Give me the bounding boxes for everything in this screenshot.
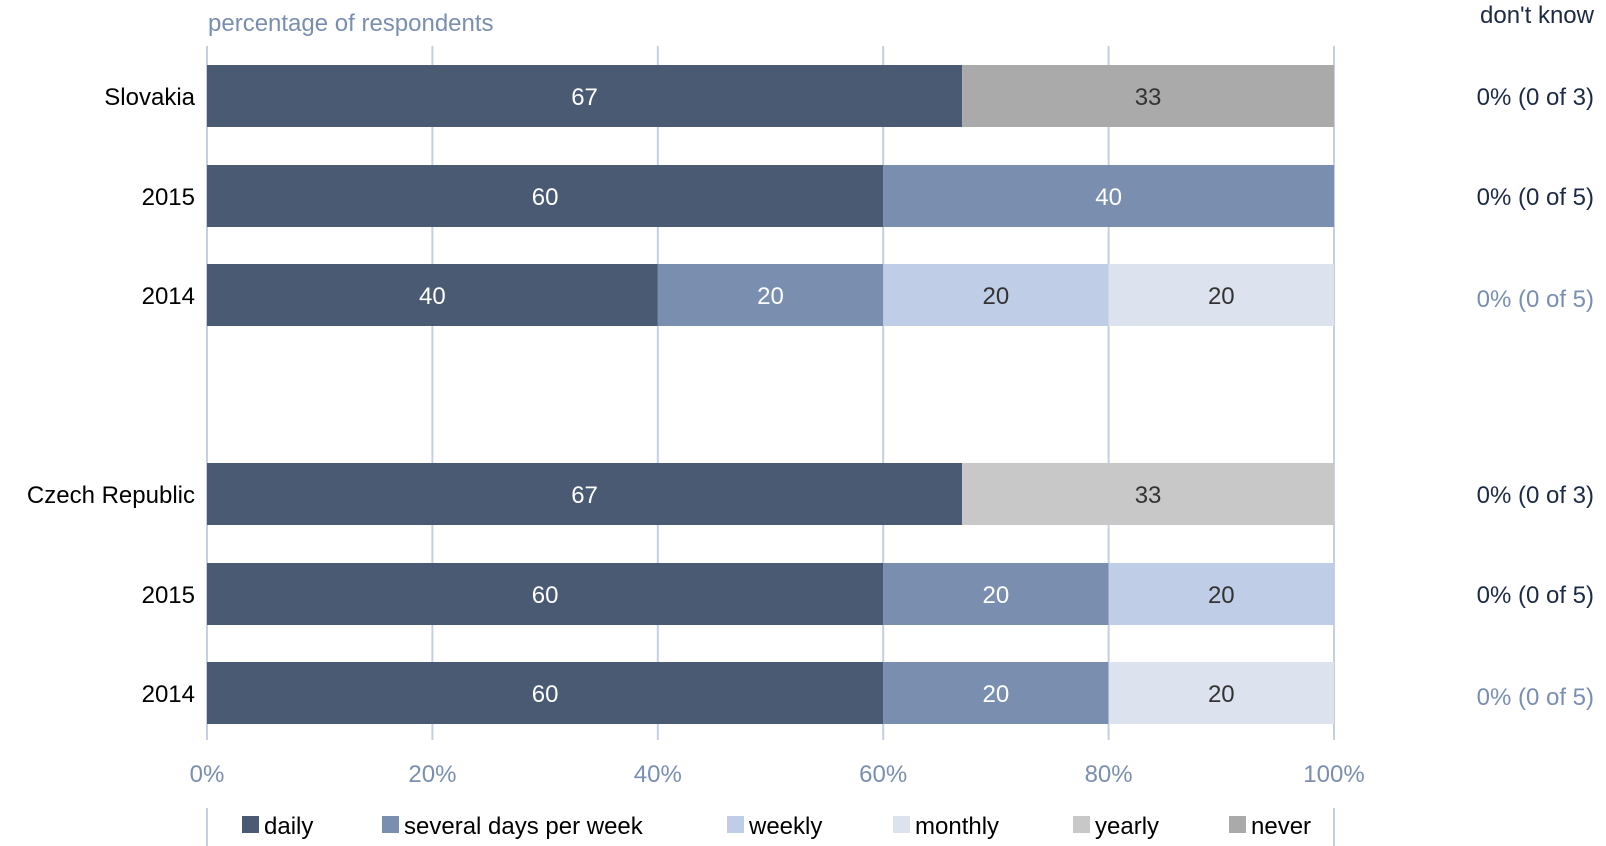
bar-segment-daily [207,563,884,625]
x-tick-label: 60% [859,761,907,788]
bar-segment-weekly [883,264,1109,326]
data-label: 60 [532,681,559,708]
legend-swatch [1073,816,1090,833]
dont-know-value: 0% (0 of 5) [1477,582,1594,609]
legend-swatch [1229,816,1246,833]
x-tick-label: 20% [408,761,456,788]
data-label: 60 [532,582,559,609]
bar-segment-several-days-per-week [883,563,1109,625]
legend-swatch [242,816,259,833]
data-label: 40 [419,283,446,310]
x-tick-label: 40% [634,761,682,788]
dont-know-value: 0% (0 of 3) [1477,84,1594,111]
dont-know-value: 0% (0 of 5) [1477,684,1594,711]
data-label: 20 [1208,681,1235,708]
side-header: don't know [1480,2,1595,29]
row-label: 2015 [142,582,195,609]
row-label: Czech Republic [27,482,195,509]
bar-segment-several-days-per-week [883,165,1334,227]
legend-swatch [382,816,399,833]
bar-segment-several-days-per-week [883,662,1109,724]
data-label: 20 [983,681,1010,708]
data-label: 40 [1095,184,1122,211]
row-label: 2014 [142,681,195,708]
data-label: 60 [532,184,559,211]
bar-segment-daily [207,463,963,525]
dont-know-value: 0% (0 of 5) [1477,286,1594,313]
bar-segment-daily [207,264,658,326]
data-label: 20 [983,283,1010,310]
bar-segment-yearly [962,463,1334,525]
legend-label: monthly [915,813,999,840]
bar-segment-monthly [1108,662,1334,724]
dont-know-value: 0% (0 of 5) [1477,184,1594,211]
axis-title: percentage of respondents [208,10,494,37]
legend-label: weekly [748,813,822,840]
data-label: 20 [1208,582,1235,609]
x-tick-label: 0% [190,761,225,788]
row-label: 2014 [142,283,195,310]
bar-segment-several-days-per-week [657,264,884,326]
row-label: 2015 [142,184,195,211]
data-label: 67 [571,482,598,509]
legend-label: never [1251,813,1311,840]
bar-segment-daily [207,165,884,227]
legend-swatch [727,816,744,833]
legend-label: several days per week [404,813,644,840]
data-label: 20 [983,582,1010,609]
row-label: Slovakia [104,84,195,111]
dont-know-value: 0% (0 of 3) [1477,482,1594,509]
x-tick-label: 100% [1303,761,1364,788]
bar-segment-never [962,65,1334,127]
bar-segment-weekly [1108,563,1334,625]
bar-segment-daily [207,65,963,127]
data-label: 67 [571,84,598,111]
legend-label: daily [264,813,313,840]
bar-segment-daily [207,662,884,724]
data-label: 33 [1135,84,1162,111]
data-label: 20 [1208,283,1235,310]
data-label: 33 [1135,482,1162,509]
bar-segment-monthly [1108,264,1334,326]
legend-swatch [893,816,910,833]
legend-label: yearly [1095,813,1159,840]
data-label: 20 [757,283,784,310]
x-tick-label: 80% [1085,761,1133,788]
